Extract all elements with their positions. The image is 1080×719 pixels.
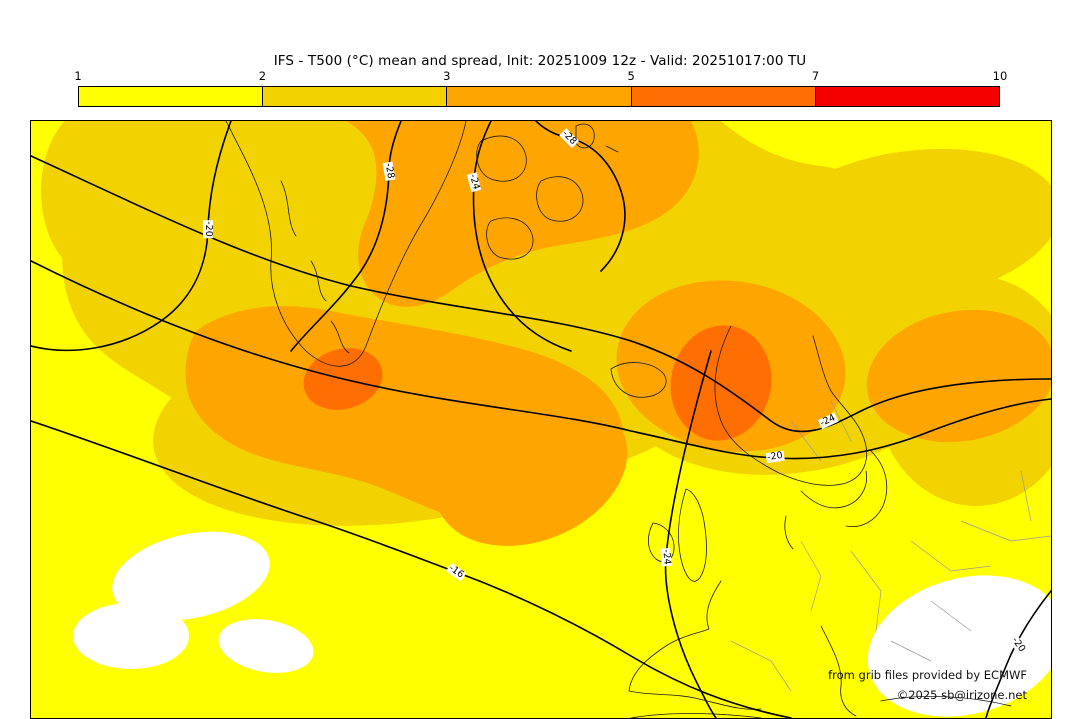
country-borders bbox=[730, 400, 1051, 692]
contour-minus24-trough bbox=[664, 350, 717, 718]
contour-minus28-a bbox=[290, 121, 402, 352]
contour-minus24-main bbox=[31, 155, 1051, 433]
chart-title: IFS - T500 (°C) mean and spread, Init: 2… bbox=[273, 53, 807, 69]
colorbar-tick-label: 1 bbox=[74, 69, 82, 83]
mean-contours bbox=[31, 121, 1051, 718]
colorbar-tick-label: 3 bbox=[443, 69, 451, 83]
coastlines bbox=[225, 121, 1012, 718]
attribution-source: from grib files provided by ECMWF bbox=[828, 668, 1027, 682]
contour-minus28-b bbox=[535, 121, 626, 272]
colorbar-segment-2-3 bbox=[263, 87, 448, 106]
colorbar-segment-5-7 bbox=[631, 87, 816, 106]
contour-minus20-se bbox=[985, 590, 1051, 718]
spread-fill-below-1 bbox=[73, 531, 1051, 717]
colorbar-segment-7-10 bbox=[815, 87, 1000, 106]
spread-map bbox=[31, 121, 1051, 718]
contour-minus20-main bbox=[31, 260, 1051, 460]
colorbar-segment-1-2 bbox=[79, 87, 264, 106]
colorbar-tick-label: 7 bbox=[811, 69, 820, 83]
colorbar-tick-label: 2 bbox=[258, 69, 267, 83]
contour-minus20-west bbox=[31, 121, 232, 352]
colorbar-tick-label: 5 bbox=[627, 69, 635, 83]
colorbar bbox=[78, 86, 1000, 107]
colorbar-tick-label: 10 bbox=[992, 69, 1008, 83]
colorbar-ticks: 1 2 3 5 7 10 bbox=[74, 69, 1007, 83]
attribution-copyright: ©2025 sb@irizone.net bbox=[896, 688, 1027, 702]
contour-minus24-a bbox=[472, 121, 572, 352]
map-panel: -20 -28 -24 -28 -24 -20 -24 -16 -20 from grib fi… bbox=[30, 120, 1052, 719]
colorbar-segment-3-5 bbox=[447, 87, 632, 106]
